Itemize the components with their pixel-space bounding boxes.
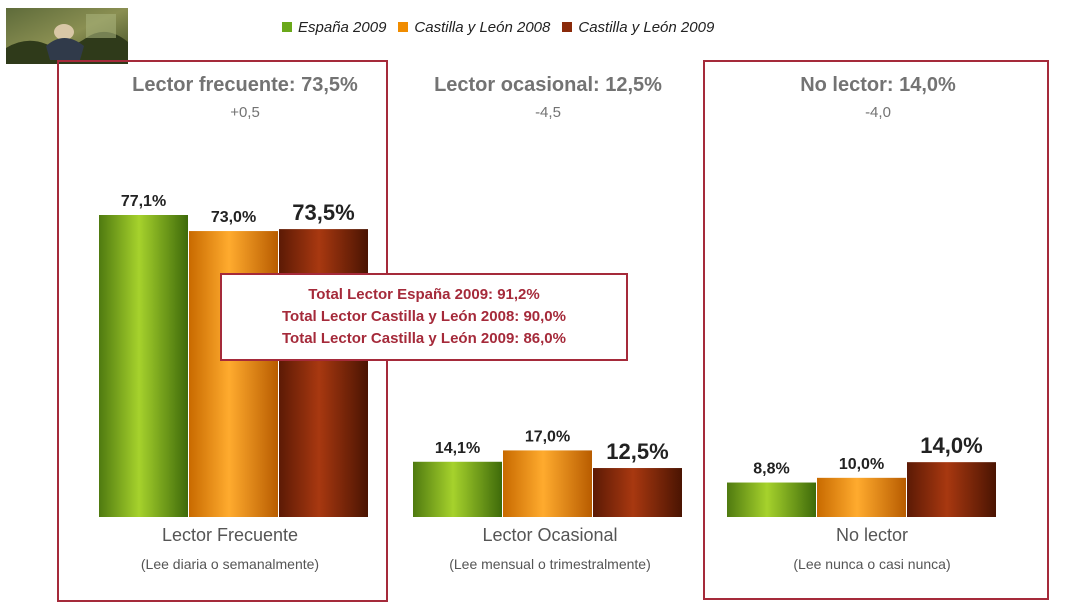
data-label-ocasional-cyl-2008: 17,0%	[525, 428, 570, 445]
legend-swatch	[562, 22, 573, 32]
bar-ocasional-cyl-2009	[593, 468, 682, 517]
bar-frecuente-espana-2009	[99, 215, 188, 517]
frame-no-lector	[703, 60, 1049, 600]
bar-no-lector-cyl-2008	[817, 477, 906, 517]
data-label-no-lector-espana-2009: 8,8%	[753, 461, 789, 478]
category-sub-no-lector: (Lee nunca o casi nunca)	[793, 556, 951, 572]
legend-label: España 2009	[298, 18, 387, 36]
data-label-ocasional-espana-2009: 14,1%	[435, 440, 480, 457]
group-title-frecuente: Lector frecuente: 73,5%	[132, 74, 358, 96]
group-title-ocasional: Lector ocasional: 12,5%	[434, 74, 662, 96]
legend-swatch	[398, 22, 409, 32]
category-sub-ocasional: (Lee mensual o trimestralmente)	[449, 556, 651, 572]
group-title-no-lector: No lector: 14,0%	[800, 74, 956, 96]
category-sub-frecuente: (Lee diaria o semanalmente)	[140, 556, 320, 572]
group-diff-frecuente: +0,5	[230, 104, 260, 121]
legend: España 2009 Castilla y León 2008 Castill…	[282, 16, 726, 38]
data-label-no-lector-cyl-2008: 10,0%	[839, 456, 884, 473]
bar-no-lector-espana-2009	[727, 482, 816, 517]
category-label-ocasional: Lector Ocasional	[482, 525, 618, 545]
data-label-frecuente-cyl-2008: 73,0%	[211, 209, 256, 226]
legend-swatch	[282, 22, 292, 32]
category-label-no-lector: No lector	[835, 525, 909, 545]
data-label-no-lector-cyl-2009: 14,0%	[920, 433, 982, 458]
totals-callout: Total Lector España 2009: 91,2% Total Le…	[220, 273, 628, 361]
legend-item: Castilla y León 2008	[398, 19, 550, 36]
category-label-frecuente: Lector Frecuente	[161, 525, 299, 545]
legend-label: Castilla y León 2009	[578, 18, 715, 36]
data-label-ocasional-cyl-2009: 12,5%	[606, 439, 668, 464]
legend-label: Castilla y León 2008	[414, 18, 551, 36]
total-line-cyl-2009: Total Lector Castilla y León 2009: 86,0%	[282, 330, 566, 347]
bar-ocasional-cyl-2008	[503, 450, 592, 517]
bar-ocasional-espana-2009	[413, 461, 502, 517]
total-line-espana-2009: Total Lector España 2009: 91,2%	[308, 286, 540, 303]
data-label-frecuente-cyl-2009: 73,5%	[292, 200, 354, 225]
legend-item: España 2009	[282, 19, 386, 36]
group-diff-no-lector: -4,0	[865, 104, 891, 121]
group-diff-ocasional: -4,5	[535, 104, 561, 121]
header-photo	[6, 8, 128, 64]
total-line-cyl-2008: Total Lector Castilla y León 2008: 90,0%	[282, 308, 566, 325]
legend-item: Castilla y León 2009	[562, 19, 714, 36]
bar-no-lector-cyl-2009	[907, 462, 996, 517]
data-label-frecuente-espana-2009: 77,1%	[121, 193, 166, 210]
